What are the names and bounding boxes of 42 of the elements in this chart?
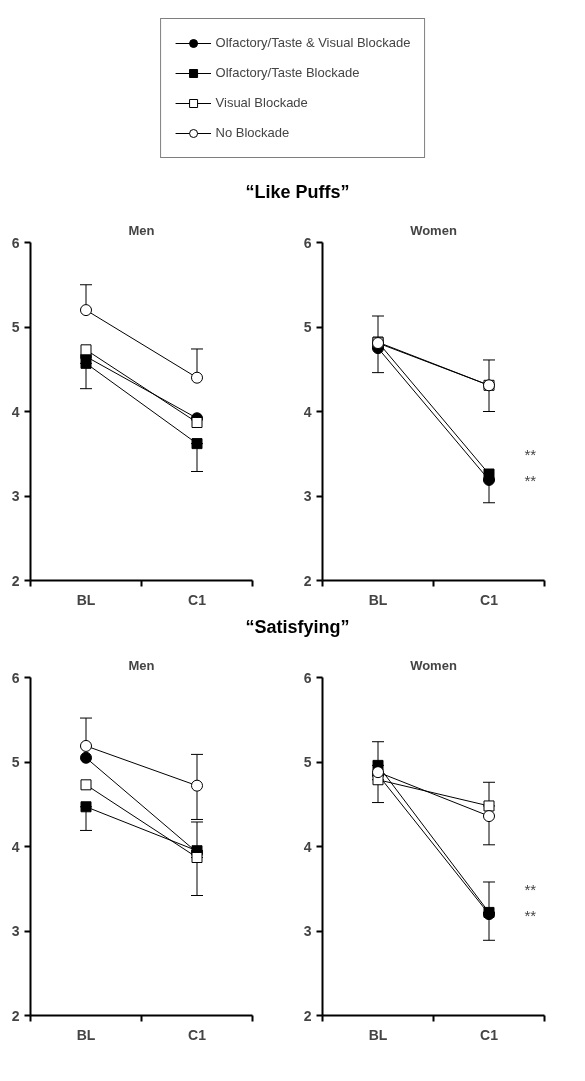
annotation: ** <box>524 445 537 463</box>
y-tick-label: 4 <box>303 403 312 420</box>
x-tick-label: BL <box>76 1026 96 1043</box>
x-tick-label: C1 <box>480 1026 499 1043</box>
text: “Like Puffs” <box>245 181 350 204</box>
chart-subtitle: Men <box>128 222 155 238</box>
y-tick-label: 6 <box>303 234 312 251</box>
y-tick-label: 4 <box>11 403 20 420</box>
y-tick-label: 2 <box>303 1007 312 1024</box>
chart-subtitle: Women <box>410 657 457 673</box>
annotation: ** <box>524 906 537 924</box>
legend-label: No Blockade <box>215 125 290 140</box>
annotation: ** <box>524 471 537 489</box>
y-tick-label: 2 <box>11 1007 20 1024</box>
y-tick-label: 5 <box>303 754 312 770</box>
chart-subtitle: Men <box>128 657 155 673</box>
y-tick-label: 4 <box>11 838 20 855</box>
y-tick-label: 3 <box>11 923 20 939</box>
x-tick-label: BL <box>368 1026 388 1043</box>
x-tick-label: C1 <box>480 591 499 608</box>
annotation: ** <box>524 880 537 898</box>
y-tick-label: 3 <box>303 488 312 504</box>
y-tick-label: 6 <box>303 669 312 686</box>
y-tick-label: 3 <box>303 923 312 939</box>
y-tick-label: 2 <box>303 572 312 589</box>
chart-subtitle: Women <box>410 222 457 238</box>
y-tick-label: 2 <box>11 572 20 589</box>
y-tick-label: 5 <box>11 754 20 770</box>
x-tick-label: BL <box>76 591 96 608</box>
y-tick-label: 5 <box>303 319 312 335</box>
x-tick-label: BL <box>368 591 388 608</box>
x-tick-label: C1 <box>188 591 207 608</box>
y-tick-label: 6 <box>11 234 20 251</box>
x-tick-label: C1 <box>188 1026 207 1043</box>
legend-label: Visual Blockade <box>215 95 308 110</box>
y-tick-label: 6 <box>11 669 20 686</box>
y-tick-label: 4 <box>303 838 312 855</box>
y-tick-label: 5 <box>11 319 20 335</box>
text: “Satisfying” <box>245 616 350 639</box>
legend-label: Olfactory/Taste Blockade <box>215 65 360 80</box>
y-tick-label: 3 <box>11 488 20 504</box>
legend-label: Olfactory/Taste & Visual Blockade <box>215 35 411 50</box>
